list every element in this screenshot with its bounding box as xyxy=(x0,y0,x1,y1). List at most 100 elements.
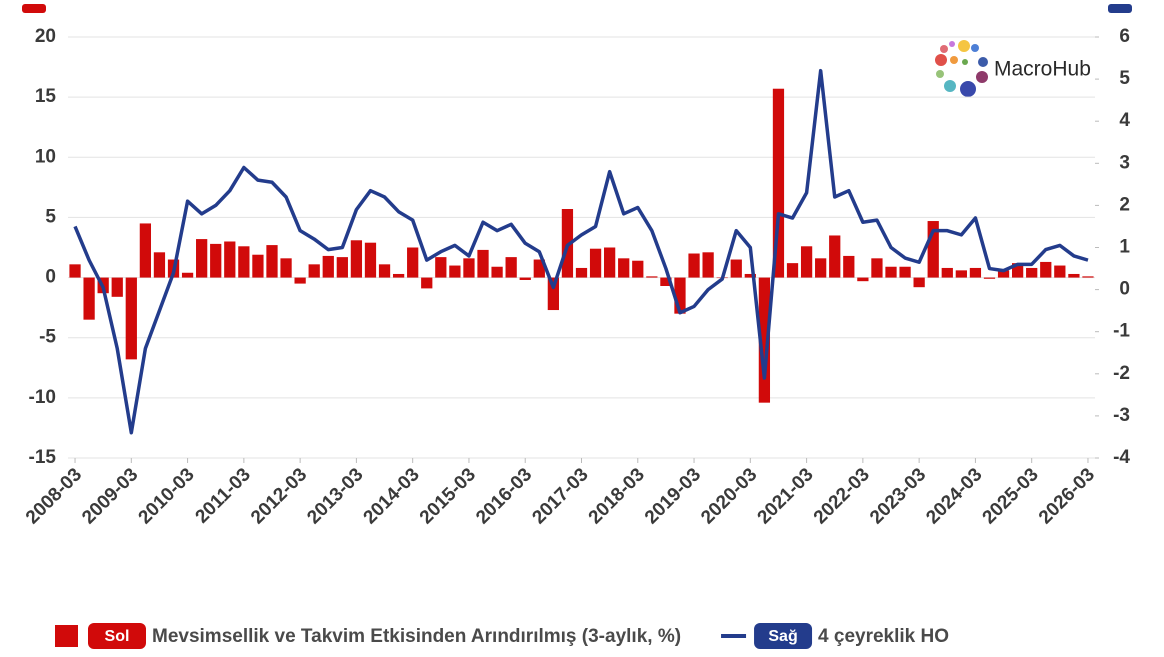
legend-swatch xyxy=(55,625,78,647)
x-tick-label: 2017-03 xyxy=(528,464,592,528)
bar xyxy=(125,277,137,360)
bar xyxy=(252,254,264,278)
x-tick-label: 2010-03 xyxy=(135,464,199,528)
x-tick-label: 2023-03 xyxy=(866,464,930,528)
bar xyxy=(913,277,925,288)
bar xyxy=(815,258,827,278)
bar xyxy=(238,246,250,278)
watermark: MacroHub xyxy=(994,58,1091,81)
x-tick-label: 2025-03 xyxy=(979,464,1043,528)
bar xyxy=(927,221,939,278)
legend-badge-label: Sol xyxy=(105,628,130,645)
y2-tick-label: 3 xyxy=(1119,152,1130,173)
bar xyxy=(1040,261,1052,278)
y-tick-label: 5 xyxy=(45,206,56,227)
bar xyxy=(632,260,644,278)
y-tick-label: 20 xyxy=(35,26,56,47)
bar xyxy=(730,259,742,278)
bar xyxy=(871,258,883,278)
bar xyxy=(857,277,869,282)
bar xyxy=(83,277,95,320)
bar xyxy=(674,277,686,314)
bar xyxy=(744,273,756,278)
y2-tick-label: -1 xyxy=(1113,321,1130,342)
bar xyxy=(969,267,982,278)
bar xyxy=(111,277,123,297)
bar xyxy=(69,264,81,278)
bar xyxy=(1011,263,1024,278)
x-tick-label: 2016-03 xyxy=(472,464,536,528)
bar xyxy=(378,264,391,278)
bar xyxy=(1068,273,1080,278)
y2-tick-label: 2 xyxy=(1119,194,1130,215)
bar xyxy=(294,277,306,284)
bar xyxy=(575,267,588,278)
bar xyxy=(392,273,405,278)
bar xyxy=(280,258,292,278)
bar xyxy=(997,270,1010,278)
bar xyxy=(983,277,996,279)
bar xyxy=(449,265,461,278)
legend-label: Mevsimsellik ve Takvim Etkisinden Arındı… xyxy=(152,626,681,647)
bar xyxy=(758,277,771,403)
y2-tick-label: -3 xyxy=(1113,405,1130,426)
bar xyxy=(153,252,166,278)
bar xyxy=(843,255,855,278)
x-tick-label: 2024-03 xyxy=(922,464,986,528)
bar xyxy=(618,258,630,278)
y-tick-label: 15 xyxy=(35,86,57,107)
bar xyxy=(800,246,813,278)
x-tick-label: 2018-03 xyxy=(585,464,649,528)
bar xyxy=(1054,265,1066,278)
legend-badge xyxy=(88,623,146,649)
x-tick-label: 2014-03 xyxy=(360,464,424,528)
x-tick-label: 2012-03 xyxy=(247,464,311,528)
bar xyxy=(350,240,363,278)
bar xyxy=(955,270,967,278)
logo xyxy=(935,40,988,97)
x-tick-label: 2022-03 xyxy=(810,464,874,528)
y2-tick-label: 1 xyxy=(1119,237,1130,258)
legend-badge-label: Sağ xyxy=(768,628,797,645)
bar xyxy=(885,266,897,278)
x-tick-label: 2011-03 xyxy=(192,464,255,527)
y2-tick-label: 5 xyxy=(1119,68,1130,89)
x-tick-label: 2020-03 xyxy=(697,464,761,528)
x-tick-label: 2008-03 xyxy=(22,464,86,528)
bar xyxy=(505,257,517,278)
bar xyxy=(941,267,953,278)
bar xyxy=(266,245,278,278)
bar xyxy=(702,252,714,278)
bar xyxy=(463,258,475,278)
bar xyxy=(139,223,152,278)
y2-tick-label: -2 xyxy=(1113,363,1130,384)
y-tick-label: 0 xyxy=(45,267,56,288)
y2-tick-label: -4 xyxy=(1113,447,1130,468)
legend-item: Sağ 4 çeyreklik HO xyxy=(721,623,949,649)
line xyxy=(73,68,1089,435)
bar xyxy=(772,88,785,278)
bar xyxy=(435,257,447,278)
bar xyxy=(308,264,320,278)
bar xyxy=(899,266,911,278)
bar xyxy=(224,241,236,278)
bar xyxy=(322,255,334,278)
y-tick-label: -15 xyxy=(29,447,57,468)
legend-label: 4 çeyreklik HO xyxy=(818,626,949,647)
y-tick-label: 10 xyxy=(35,146,56,167)
bar xyxy=(519,277,531,280)
bar xyxy=(646,276,658,278)
x-tick-label: 2026-03 xyxy=(1035,464,1099,528)
bar xyxy=(196,239,208,278)
bar xyxy=(547,277,559,311)
bar xyxy=(407,247,419,278)
bar xyxy=(688,253,700,278)
bar xyxy=(421,277,433,289)
bar xyxy=(533,259,545,278)
legend-item: Sol Mevsimsellik ve Takvim Etkisinden Arı… xyxy=(55,623,681,649)
y-tick-label: -10 xyxy=(29,387,56,408)
bar xyxy=(786,263,799,278)
y2-tick-label: 0 xyxy=(1119,279,1130,300)
x-tick-label: 2021-03 xyxy=(754,464,818,528)
bar xyxy=(829,235,841,278)
